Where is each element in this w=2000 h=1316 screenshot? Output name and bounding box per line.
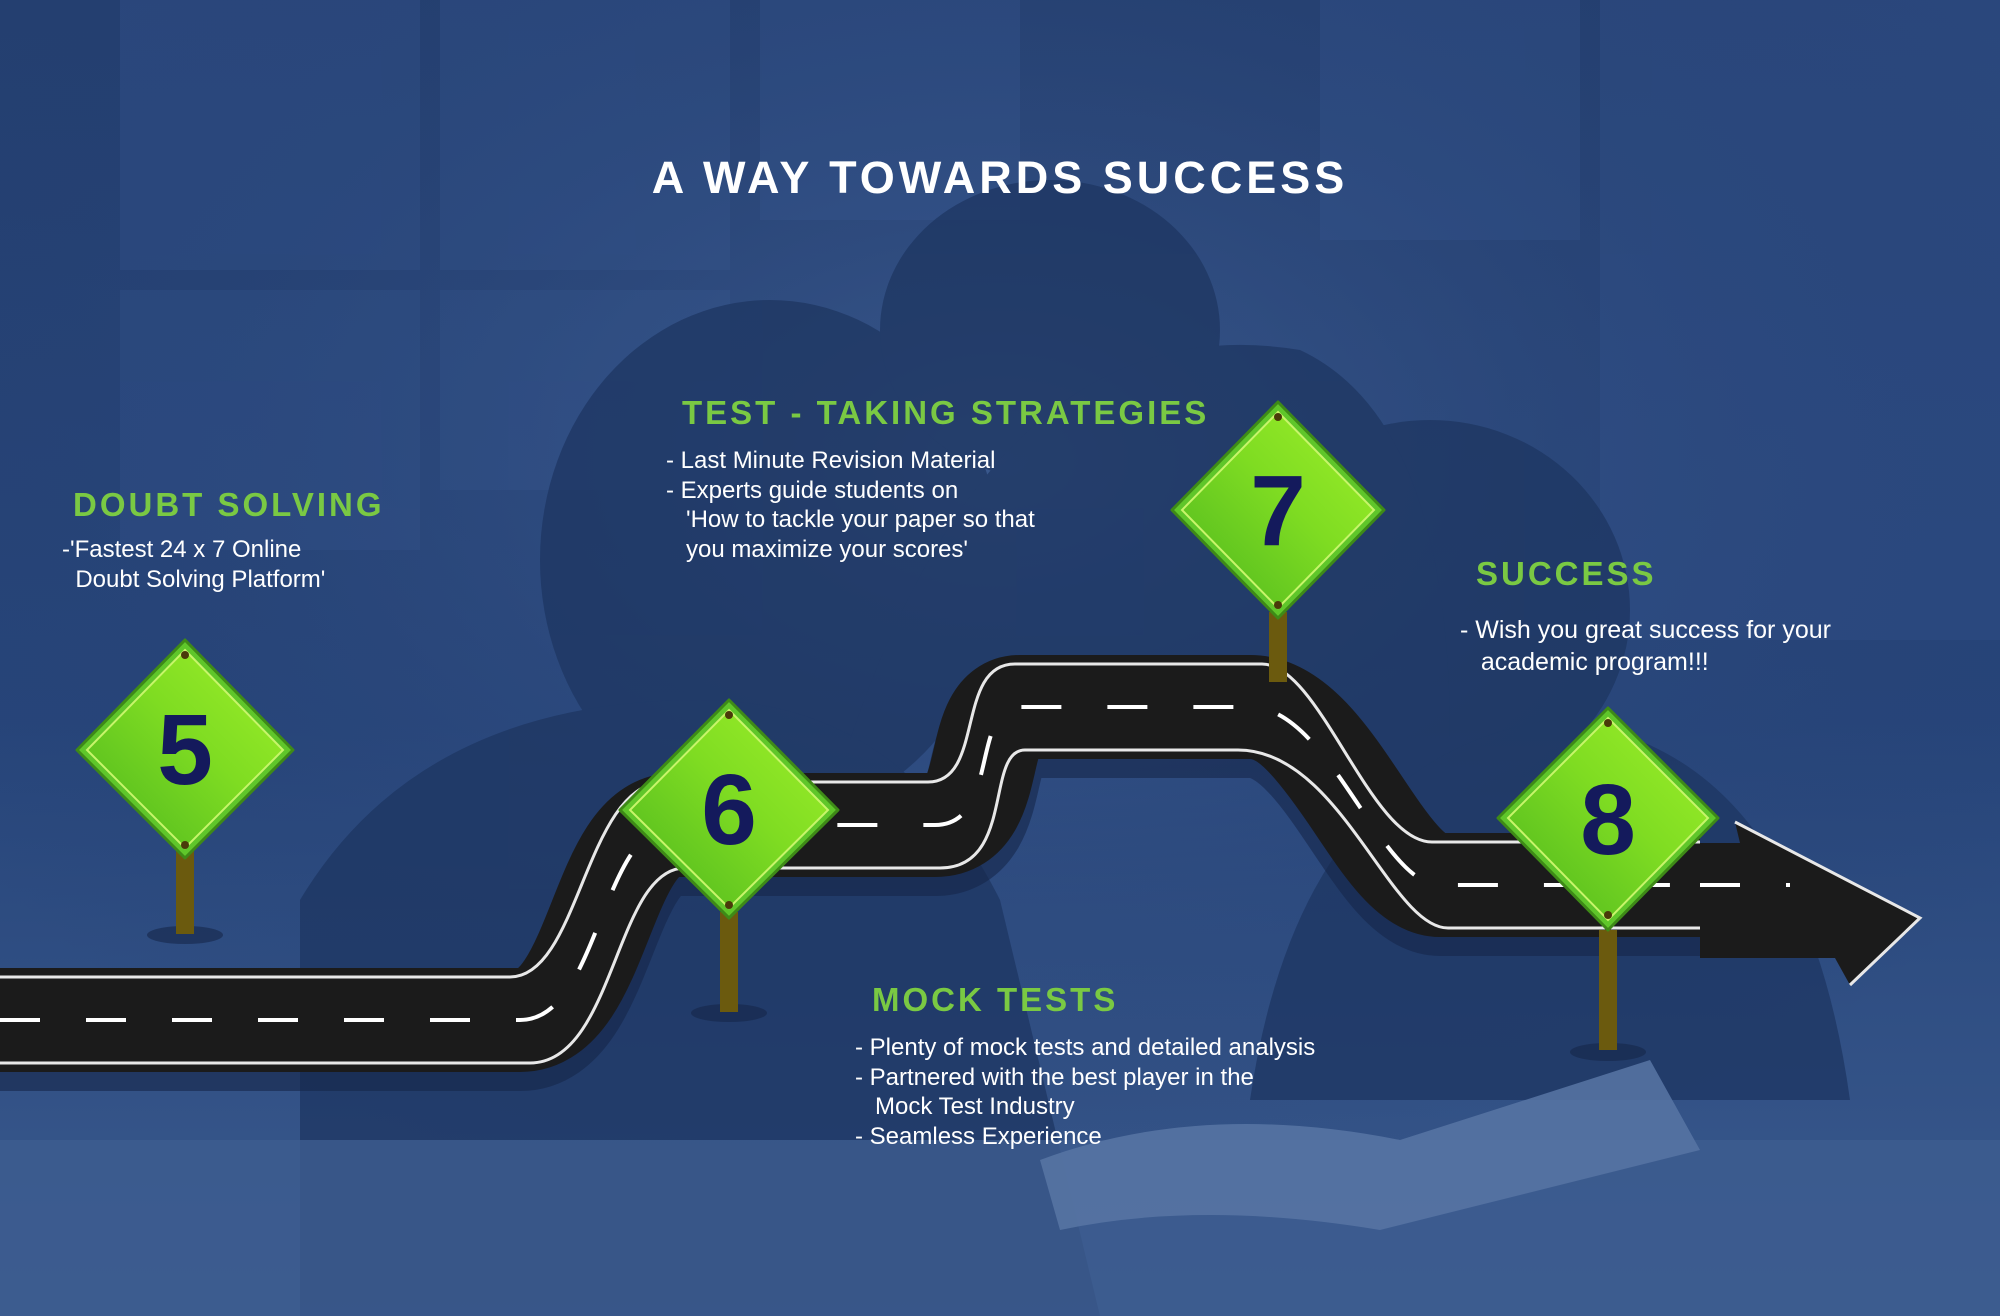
step-7-description: - Last Minute Revision Material - Experts… xyxy=(666,446,1035,564)
step-6-line: - Seamless Experience xyxy=(855,1122,1102,1150)
step-5-line: Doubt Solving Platform' xyxy=(62,565,326,593)
step-5-title: DOUBT SOLVING xyxy=(73,486,385,523)
step-6-line: Mock Test Industry xyxy=(855,1093,1075,1120)
step-6-line: - Plenty of mock tests and detailed anal… xyxy=(855,1034,1316,1061)
step-8-number: 8 xyxy=(1580,764,1636,876)
step-5-number: 5 xyxy=(157,694,213,806)
step-8-description: - Wish you great success for your academ… xyxy=(1460,614,1831,678)
step-7-line: - Experts guide students on xyxy=(666,476,959,504)
step-6-line: - Partnered with the best player in the xyxy=(855,1063,1254,1091)
step-7-line: you maximize your scores' xyxy=(666,535,969,563)
step-8-sign: 8 xyxy=(1496,706,1720,1061)
step-7-sign: 7 xyxy=(1170,400,1386,682)
step-8-title: SUCCESS xyxy=(1476,555,1657,592)
step-6-title: MOCK TESTS xyxy=(872,981,1119,1018)
step-7-line: - Last Minute Revision Material xyxy=(666,447,996,474)
step-7-number: 7 xyxy=(1250,455,1306,567)
road xyxy=(0,655,1923,1091)
step-6-number: 6 xyxy=(701,754,757,866)
page-title: A WAY TOWARDS SUCCESS xyxy=(651,152,1349,203)
step-5-sign: 5 xyxy=(75,638,295,944)
step-7-title: TEST - TAKING STRATEGIES xyxy=(682,394,1210,431)
step-8-line: academic program!!! xyxy=(1460,648,1709,676)
step-5-description: -'Fastest 24 x 7 Online Doubt Solving Pl… xyxy=(62,535,325,594)
step-6-description: - Plenty of mock tests and detailed anal… xyxy=(855,1033,1315,1151)
step-5-line: -'Fastest 24 x 7 Online xyxy=(62,536,302,563)
step-7-line: 'How to tackle your paper so that xyxy=(666,506,1035,533)
step-6-sign: 6 xyxy=(618,698,840,1022)
step-8-line: - Wish you great success for your xyxy=(1460,616,1831,644)
